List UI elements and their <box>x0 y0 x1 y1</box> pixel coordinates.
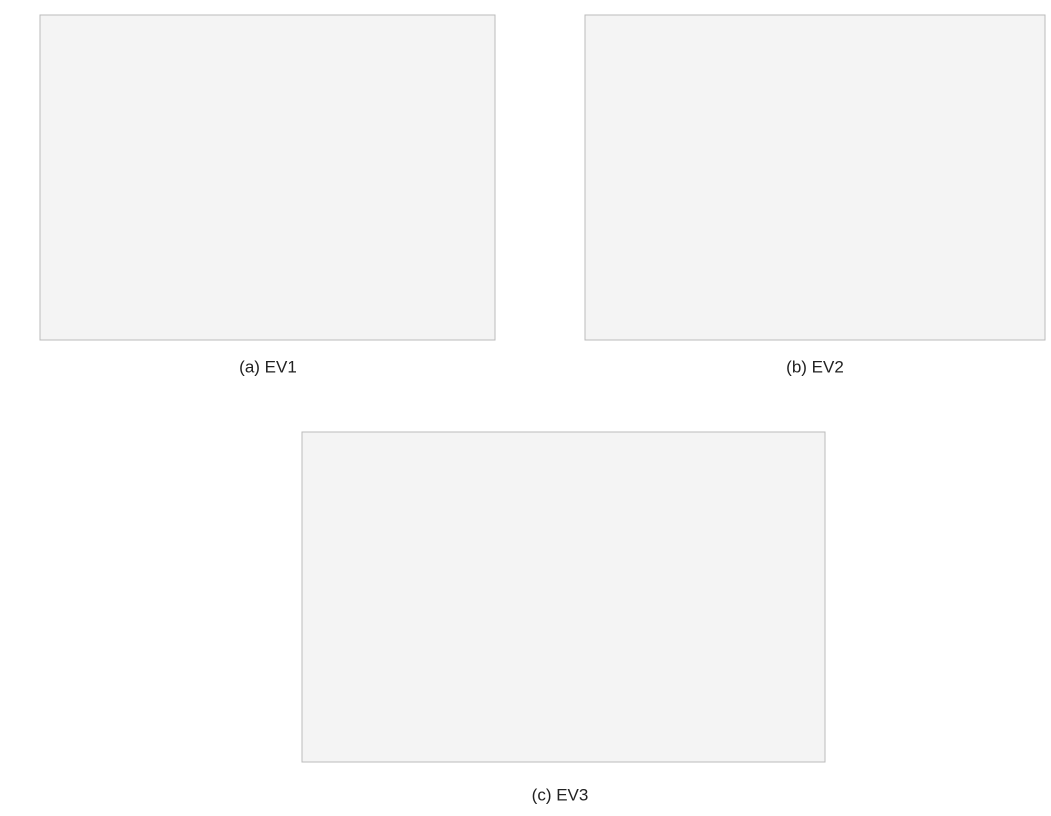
panel-frame <box>302 432 825 762</box>
figure: (a) EV1 (b) EV2 (c) EV3 <box>0 0 1051 816</box>
caption: (b) EV2 <box>786 357 844 376</box>
caption: (c) EV3 <box>532 785 589 804</box>
panel-frame <box>585 15 1045 340</box>
caption: (a) EV1 <box>239 357 297 376</box>
panel-frame <box>40 15 495 340</box>
